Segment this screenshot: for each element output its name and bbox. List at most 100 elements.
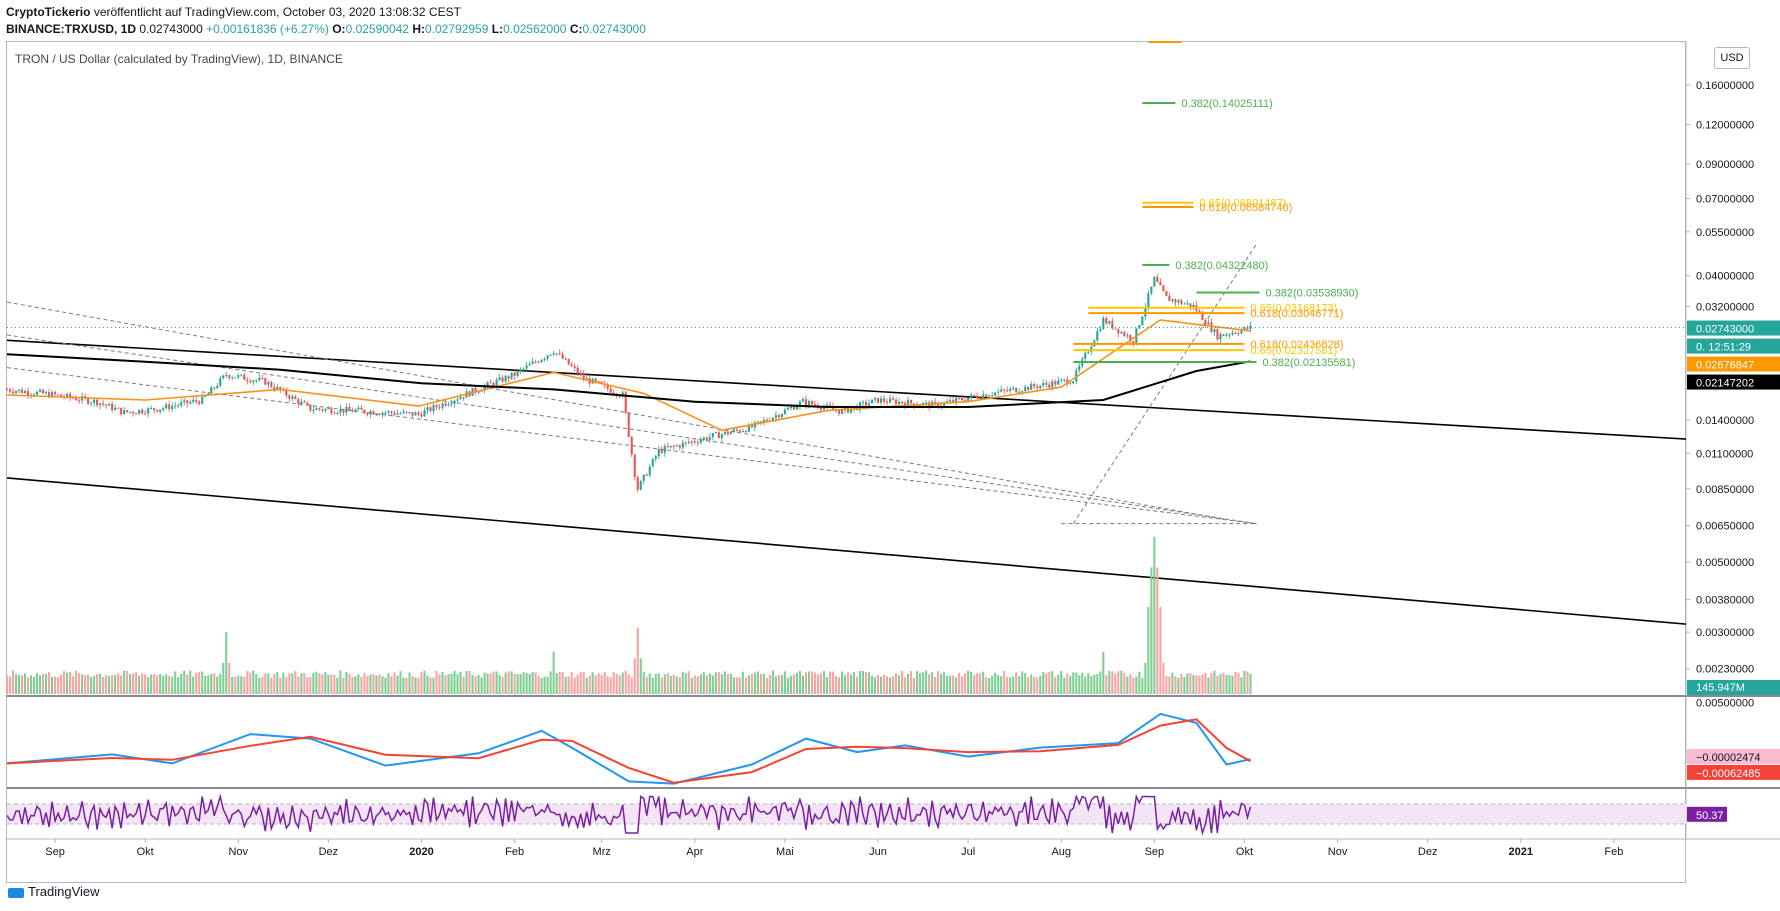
candle-body bbox=[949, 399, 952, 402]
candle-body bbox=[705, 437, 708, 440]
volume-bar bbox=[991, 675, 994, 694]
candle-body bbox=[195, 400, 198, 402]
candle-body bbox=[672, 445, 675, 447]
volume-bar bbox=[1006, 676, 1009, 694]
fib-level-label: 0.618(0.02436828) bbox=[1250, 339, 1343, 351]
volume-bar bbox=[1210, 672, 1213, 694]
volume-bar bbox=[1072, 672, 1075, 694]
candle-body bbox=[597, 381, 600, 383]
volume-bar bbox=[204, 675, 207, 694]
candle-body bbox=[201, 396, 204, 404]
volume-bar bbox=[928, 674, 931, 694]
candle-body bbox=[114, 407, 117, 411]
volume-bar bbox=[411, 676, 414, 694]
candle-body bbox=[156, 410, 159, 412]
volume-bar bbox=[1123, 672, 1126, 694]
candle-body bbox=[961, 397, 964, 401]
candle-body bbox=[513, 372, 516, 376]
volume-bar bbox=[66, 672, 69, 694]
volume-bar bbox=[147, 677, 150, 694]
volume-bar bbox=[1147, 607, 1150, 694]
y-tick-label: 0.00650000 bbox=[1696, 521, 1754, 533]
volume-bar bbox=[87, 674, 90, 694]
volume-bar bbox=[798, 670, 801, 694]
candle-body bbox=[1114, 328, 1117, 330]
volume-bar bbox=[783, 671, 786, 694]
volume-bar bbox=[210, 673, 213, 694]
candle-body bbox=[985, 394, 988, 397]
candle-body bbox=[1147, 293, 1150, 307]
x-tick-label: Apr bbox=[686, 846, 703, 858]
tradingview-brand[interactable]: TradingView bbox=[8, 884, 100, 899]
candle-body bbox=[453, 400, 456, 404]
high-value: 0.02792959 bbox=[424, 22, 489, 36]
candle-body bbox=[14, 391, 18, 394]
volume-bar bbox=[516, 674, 519, 694]
volume-bar bbox=[522, 672, 525, 694]
macd-value-box bbox=[1687, 764, 1780, 780]
volume-bar bbox=[555, 672, 558, 694]
volume-bar bbox=[168, 675, 171, 694]
candle-body bbox=[889, 398, 892, 403]
volume-bar bbox=[570, 672, 573, 694]
candle-body bbox=[318, 408, 321, 410]
volume-bar bbox=[861, 670, 865, 694]
volume-bar bbox=[465, 670, 468, 694]
volume-bar bbox=[1054, 676, 1057, 694]
volume-bar bbox=[1099, 671, 1102, 694]
candle-body bbox=[997, 391, 1000, 393]
candle-body bbox=[771, 417, 774, 421]
volume-bar bbox=[1171, 672, 1174, 694]
volume-bar bbox=[1033, 676, 1036, 694]
volume-bar bbox=[1132, 677, 1135, 694]
currency-button[interactable]: USD bbox=[1714, 47, 1750, 69]
candle-body bbox=[264, 378, 267, 385]
candle-body bbox=[8, 389, 12, 392]
volume-bar bbox=[1069, 675, 1072, 694]
volume-bar bbox=[708, 673, 711, 694]
volume-bar bbox=[222, 662, 225, 694]
volume-bar bbox=[807, 671, 811, 694]
y-tick-label: 0.09000000 bbox=[1696, 159, 1754, 171]
candle-body bbox=[99, 403, 102, 406]
volume-label: 145.947M bbox=[1696, 682, 1745, 694]
symbol-label: BINANCE:TRXUSD, 1D bbox=[6, 22, 137, 36]
volume-bar bbox=[1081, 672, 1084, 694]
volume-bar bbox=[916, 671, 919, 694]
volume-bar bbox=[756, 671, 759, 694]
candle-body bbox=[1030, 384, 1033, 390]
candle-body bbox=[294, 396, 297, 400]
candle-body bbox=[750, 424, 753, 428]
candle-body bbox=[1141, 316, 1144, 326]
volume-bar bbox=[1168, 676, 1171, 694]
volume-bar bbox=[1213, 670, 1216, 694]
candle-body bbox=[684, 442, 687, 444]
volume-bar bbox=[690, 677, 693, 694]
volume-bar bbox=[1198, 675, 1201, 694]
candle-body bbox=[783, 409, 786, 414]
volume-bar bbox=[1084, 676, 1087, 694]
volume-bar bbox=[8, 676, 12, 694]
volume-bar bbox=[1087, 673, 1090, 694]
volume-bar bbox=[240, 676, 243, 694]
volume-bar bbox=[678, 677, 681, 694]
candle-body bbox=[825, 404, 829, 408]
candle-body bbox=[231, 377, 234, 379]
volume-bar bbox=[958, 672, 961, 694]
x-tick-label: Okt bbox=[137, 846, 154, 858]
volume-bar bbox=[78, 673, 81, 694]
candle-body bbox=[138, 409, 141, 414]
pane-title: TRON / US Dollar (calculated by TradingV… bbox=[15, 52, 343, 66]
volume-bar bbox=[336, 677, 339, 694]
volume-bar bbox=[363, 673, 366, 694]
candle-body bbox=[23, 391, 27, 393]
candle-body bbox=[276, 386, 279, 390]
volume-bar bbox=[138, 675, 141, 694]
volume-bar bbox=[949, 675, 952, 694]
candle-body bbox=[102, 403, 105, 405]
volume-bar bbox=[1024, 673, 1027, 694]
volume-bar bbox=[75, 670, 78, 694]
volume-bar bbox=[135, 672, 138, 694]
volume-bar bbox=[1162, 662, 1165, 694]
